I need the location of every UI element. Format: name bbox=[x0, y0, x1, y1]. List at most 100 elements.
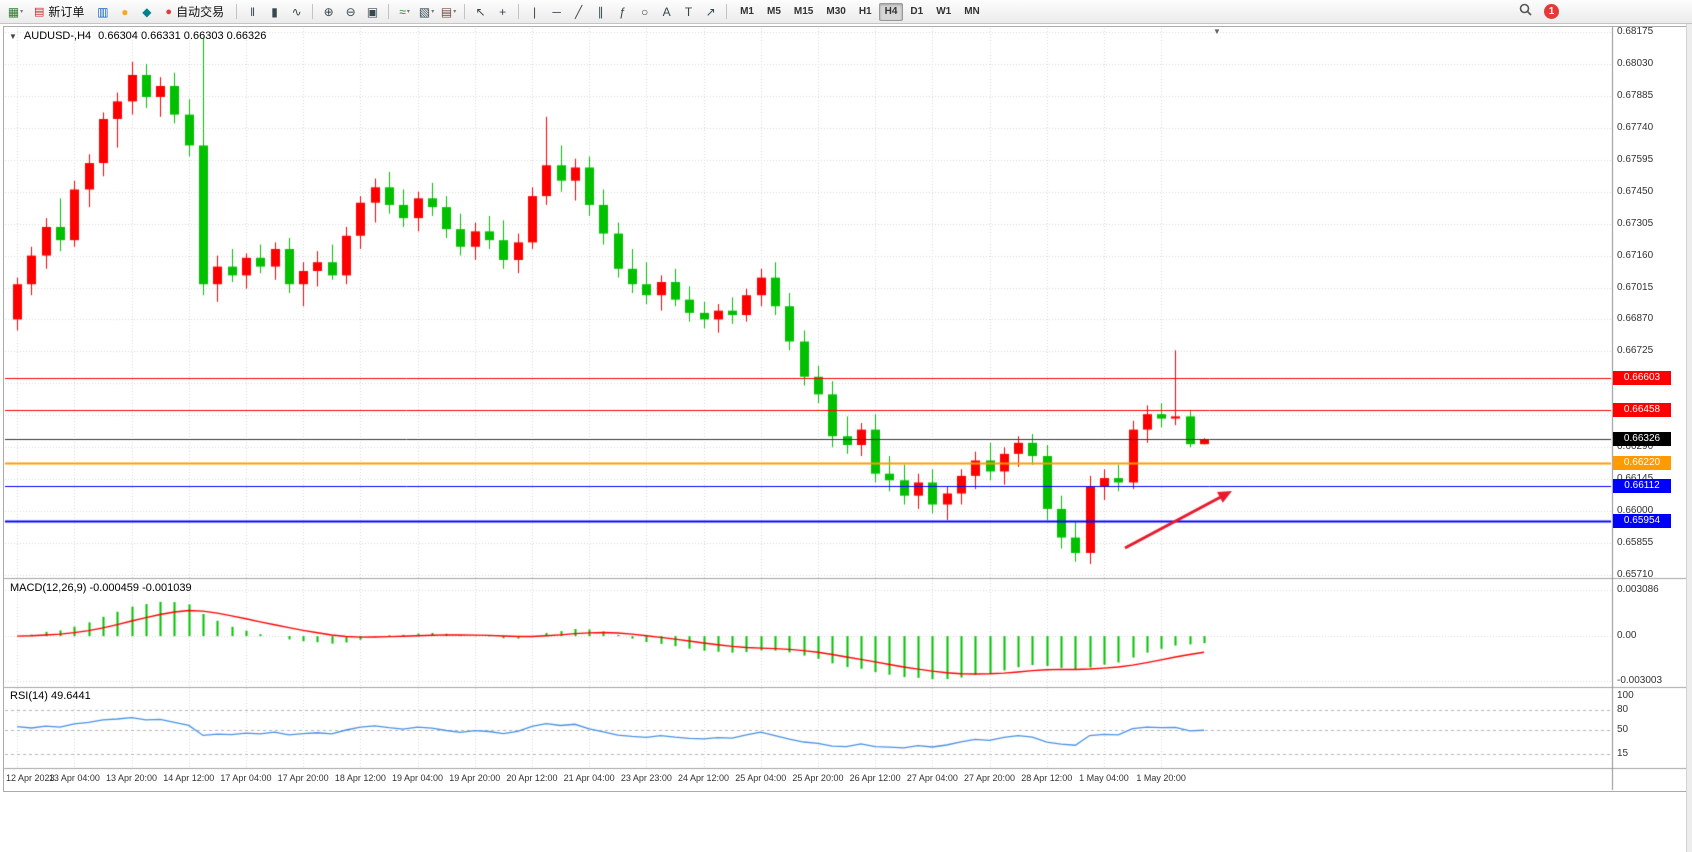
label-icon[interactable]: T bbox=[684, 4, 693, 19]
price-axis-label: 0.66000 bbox=[1617, 505, 1654, 517]
timeframe-m15[interactable]: M15 bbox=[793, 5, 814, 17]
time-axis-label: 19 Apr 20:00 bbox=[449, 773, 501, 783]
horizontal-line-icon[interactable]: ─ bbox=[552, 4, 561, 19]
price-axis-label: 0.67595 bbox=[1617, 153, 1654, 165]
toolbar-separator bbox=[312, 4, 314, 19]
time-axis-label: 13 Apr 20:00 bbox=[106, 773, 158, 783]
one-click-trading-toggle[interactable]: ▼ bbox=[9, 31, 17, 41]
chart-title: ▼ AUDUSD-,H4 0.66304 0.66331 0.66303 0.6… bbox=[9, 30, 266, 42]
time-axis-label: 27 Apr 20:00 bbox=[964, 773, 1016, 783]
toolbar-right-group: 1 bbox=[1519, 3, 1559, 21]
toolbar-separator bbox=[518, 4, 520, 19]
price-axis-label: 0.68030 bbox=[1617, 57, 1654, 69]
price-axis-label: 0.66870 bbox=[1617, 313, 1654, 325]
shapes-icon[interactable]: ○ bbox=[640, 4, 649, 19]
fibonacci-icon[interactable]: ƒ bbox=[619, 4, 626, 19]
toolbar-separator bbox=[726, 4, 728, 19]
time-axis-label: 27 Apr 04:00 bbox=[906, 773, 958, 783]
timeframe-d1[interactable]: D1 bbox=[910, 5, 924, 17]
timeframe-mn[interactable]: MN bbox=[964, 5, 980, 17]
time-axis-label: 23 Apr 23:00 bbox=[620, 773, 672, 783]
current-price-badge: 0.66326 bbox=[1613, 432, 1671, 447]
macd-indicator-label: MACD(12,26,9) -0.000459 -0.001039 bbox=[10, 582, 192, 594]
new-order-button[interactable]: ▤ 新订单 bbox=[27, 2, 91, 22]
timeframe-h4[interactable]: H4 bbox=[878, 2, 904, 21]
price-axis-label: 0.67160 bbox=[1617, 249, 1654, 261]
time-axis-label: 17 Apr 04:00 bbox=[220, 773, 272, 783]
time-axis-label: 12 Apr 2023 bbox=[6, 773, 55, 783]
indicators-icon[interactable]: ≈ ▾ bbox=[399, 4, 410, 19]
search-icon[interactable] bbox=[1519, 3, 1532, 21]
macd-axis-label: 0.003086 bbox=[1617, 584, 1659, 595]
timeframe-m30[interactable]: M30 bbox=[826, 5, 846, 17]
time-axis[interactable]: 12 Apr 2023 13 Apr 04:00 13 Apr 20:00 14 Ap… bbox=[0, 770, 1612, 791]
hline-price-badge: 0.65954 bbox=[1613, 514, 1671, 529]
time-axis-label: 26 Apr 12:00 bbox=[849, 773, 901, 783]
candlestick-chart-icon[interactable]: ▮ bbox=[271, 4, 278, 19]
ohlc-values: 0.66304 0.66331 0.66303 0.66326 bbox=[98, 30, 267, 42]
time-axis-label: 18 Apr 12:00 bbox=[334, 773, 386, 783]
timeframe-m1[interactable]: M1 bbox=[740, 5, 754, 17]
vertical-line-icon[interactable]: | bbox=[533, 4, 537, 19]
time-axis-label: 21 Apr 04:00 bbox=[563, 773, 615, 783]
text-icon[interactable]: A bbox=[662, 4, 671, 19]
timeframe-group: M1 M5 M15 M30 H1 H4 D1 W1 MN bbox=[734, 2, 986, 21]
time-axis-label: 1 May 04:00 bbox=[1079, 773, 1129, 783]
price-axis-label: 0.65710 bbox=[1617, 569, 1654, 580]
time-axis-label: 13 Apr 04:00 bbox=[48, 773, 100, 783]
channel-icon[interactable]: ∥ bbox=[597, 4, 604, 19]
new-chart-icon[interactable]: ▦ ▾ bbox=[7, 4, 24, 19]
main-toolbar: ▦ ▾ ▤ 新订单 ▥ ● ◆ ● 自动交易 ‖ ▮ ∿ ⊕ ⊖ ▣ ≈ ▾ ▧ ▾ ▤ ▾ ↖ + | ─ ╱ ∥ ƒ ○ A T ↗ M1 M… bbox=[0, 0, 1692, 24]
window-edge-strip bbox=[1686, 24, 1692, 852]
price-axis-label: 0.66145 bbox=[1617, 473, 1653, 484]
chart-profiles-icon[interactable]: ▥ bbox=[97, 4, 109, 19]
arrows-icon[interactable]: ↗ bbox=[705, 4, 716, 19]
new-chart-icon-dropdown: ▾ bbox=[20, 8, 24, 15]
new-order-button-label: 新订单 bbox=[48, 5, 85, 19]
rsi-axis-label: 15 bbox=[1617, 747, 1629, 759]
price-axis-label: 0.66725 bbox=[1617, 345, 1654, 357]
time-axis-label: 19 Apr 04:00 bbox=[392, 773, 444, 783]
cursor-icon[interactable]: ↖ bbox=[475, 4, 486, 19]
tile-windows-icon[interactable]: ▣ bbox=[366, 4, 379, 19]
timeframe-m5[interactable]: M5 bbox=[767, 5, 781, 17]
hline-price-badge: 0.66458 bbox=[1613, 403, 1671, 418]
navigator-icon[interactable]: ◆ bbox=[142, 4, 152, 19]
crosshair-icon[interactable]: + bbox=[499, 4, 507, 19]
templates-icon[interactable]: ▤ ▾ bbox=[440, 4, 457, 19]
hline-price-badge: 0.66603 bbox=[1613, 371, 1671, 386]
price-axis-label: 0.66290 bbox=[1617, 441, 1654, 453]
indicators-icon-dropdown: ▾ bbox=[406, 8, 410, 15]
auto-trading-button[interactable]: ● 自动交易 bbox=[158, 2, 231, 22]
time-axis-label: 28 Apr 12:00 bbox=[1021, 773, 1073, 783]
zoom-out-icon[interactable]: ⊖ bbox=[345, 4, 356, 19]
hline-price-badge: 0.66112 bbox=[1613, 479, 1671, 494]
hline-price-badge: 0.66220 bbox=[1613, 455, 1671, 470]
timeframe-w1[interactable]: W1 bbox=[936, 5, 952, 17]
trendline-icon[interactable]: ╱ bbox=[574, 4, 583, 19]
time-axis-label: 14 Apr 12:00 bbox=[163, 773, 215, 783]
rsi-axis-label: 80 bbox=[1617, 703, 1629, 715]
toolbar-separator bbox=[388, 4, 390, 19]
zoom-in-icon[interactable]: ⊕ bbox=[323, 4, 334, 19]
price-axis-label: 0.67885 bbox=[1617, 89, 1654, 101]
market-watch-icon[interactable]: ● bbox=[121, 4, 129, 19]
timeframe-h1[interactable]: H1 bbox=[858, 5, 872, 17]
notification-badge[interactable]: 1 bbox=[1544, 4, 1559, 19]
new-order-icon: ▤ bbox=[34, 6, 45, 18]
templates-icon-dropdown: ▾ bbox=[453, 8, 457, 15]
price-axis[interactable]: 0.68175 0.68030 0.67885 0.67740 0.67595 0.674… bbox=[1612, 24, 1690, 792]
symbol-title: AUDUSD-,H4 bbox=[23, 30, 92, 42]
rsi-axis-label: 100 bbox=[1617, 690, 1634, 701]
price-axis-label: 0.67015 bbox=[1617, 281, 1654, 293]
time-axis-label: 20 Apr 12:00 bbox=[506, 773, 558, 783]
chart-shift-marker[interactable]: ▼ bbox=[1213, 27, 1221, 36]
line-chart-icon[interactable]: ∿ bbox=[291, 4, 302, 19]
price-axis-label: 0.67450 bbox=[1617, 185, 1654, 197]
toolbar-separator bbox=[236, 4, 238, 19]
rsi-indicator-label: RSI(14) 49.6441 bbox=[10, 690, 91, 702]
price-axis-label: 0.67305 bbox=[1617, 217, 1654, 229]
bar-chart-icon[interactable]: ‖ bbox=[250, 4, 256, 19]
periods-icon[interactable]: ▧ ▾ bbox=[418, 4, 435, 19]
